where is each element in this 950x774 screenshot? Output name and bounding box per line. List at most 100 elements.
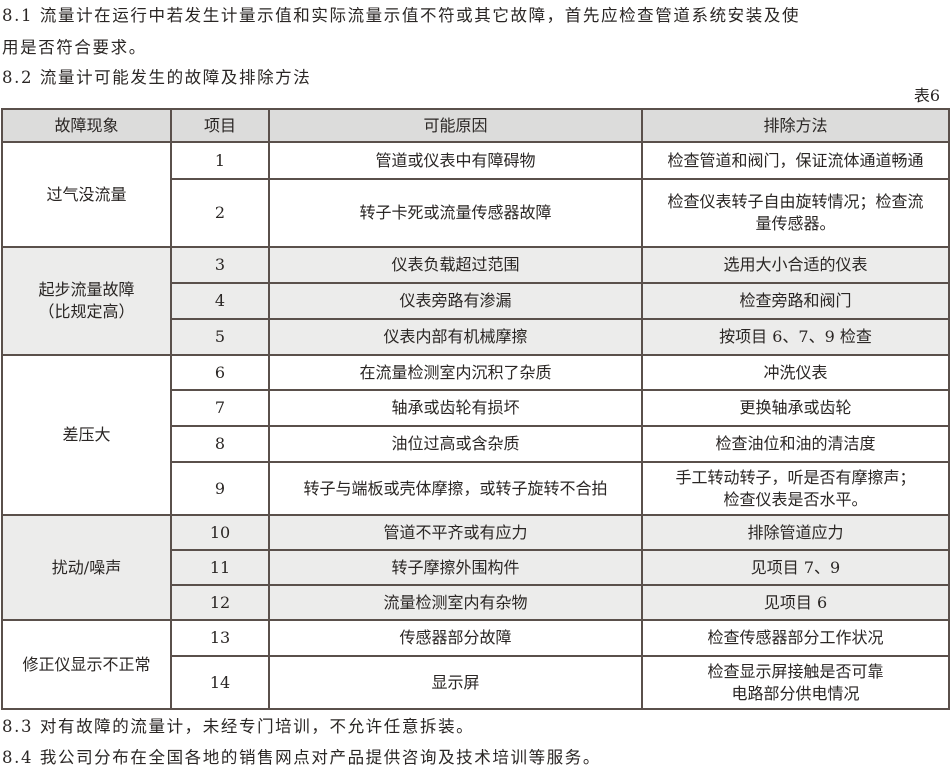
cause-cell-line: 显示屏 — [431, 672, 480, 692]
fix-cell-line: 冲洗仪表 — [763, 362, 828, 382]
table-row: 8 油位过高或含杂质 检查油位和油的清洁度 — [2, 425, 950, 463]
cause-cell-line: 转子摩擦外围构件 — [391, 557, 520, 577]
table-row: 2 转子卡死或流量传感器故障 检查仪表转子自由旋转情况；检查流 量传感器。 — [2, 178, 950, 248]
cause-cell-line: 管道或仪表中有障碍物 — [375, 150, 536, 170]
item-cell: 1 — [170, 141, 270, 180]
header-symptom: 故障现象 — [1, 108, 172, 143]
cause-cell-line: 转子与端板或壳体摩擦，或转子旋转不合拍 — [303, 478, 608, 498]
cause-cell: 管道或仪表中有障碍物 — [268, 141, 643, 180]
symptom-cell-line: 过气没流量 — [46, 184, 127, 204]
table-row: 7 轴承或齿轮有损坏 更换轴承或齿轮 — [2, 389, 950, 427]
cause-cell-line: 仪表内部有机械摩擦 — [383, 327, 528, 346]
fix-cell-line: 检查旁路和阀门 — [739, 291, 852, 310]
fix-cell-line: 见项目 6 — [763, 592, 828, 612]
fix-cell: 检查显示屏接触是否可靠 电路部分供电情况 — [641, 655, 950, 710]
header-item: 项目 — [170, 108, 270, 143]
fix-cell-line: 检查油位和油的清洁度 — [715, 434, 876, 453]
symptom-cell: 扰动/噪声 — [1, 514, 172, 621]
fix-cell: 见项目 6 — [641, 584, 950, 621]
table-row: 过气没流量 1 管道或仪表中有障碍物 检查管道和阀门，保证流体通道畅通 — [1, 141, 950, 248]
fix-cell: 排除管道应力 — [641, 514, 950, 551]
table-row: 差压大 6 在流量检测室内沉积了杂质 冲洗仪表 — [1, 354, 950, 516]
cause-cell: 仪表负载超过范围 — [268, 246, 643, 284]
fix-cell-line: 检查显示屏接触是否可靠 — [707, 661, 884, 681]
item-cell: 5 — [170, 318, 270, 356]
cause-cell-line: 在流量检测室内沉积了杂质 — [359, 362, 552, 382]
table-row: 11 转子摩擦外围构件 见项目 7、9 — [2, 549, 950, 586]
fix-cell-line: 检查传感器部分工作状况 — [707, 628, 884, 647]
symptom-cell: 过气没流量 — [1, 141, 172, 248]
paragraph-8-2: 8.2 流量计可能发生的故障及排除方法 — [2, 68, 312, 87]
symptom-cell: 差压大 — [1, 354, 172, 516]
paragraph-8-1-line2: 用是否符合要求。 — [2, 38, 147, 57]
cause-cell: 轴承或齿轮有损坏 — [268, 389, 643, 427]
symptom-cell-line: 扰动/噪声 — [51, 557, 122, 577]
fix-cell-line: 更换轴承或齿轮 — [739, 398, 852, 417]
fix-cell: 检查旁路和阀门 — [641, 282, 950, 320]
cause-cell: 在流量检测室内沉积了杂质 — [268, 354, 643, 391]
item-cell: 7 — [170, 389, 270, 427]
cause-cell: 传感器部分故障 — [268, 619, 643, 657]
item-cell: 9 — [170, 461, 270, 516]
cause-cell: 转子卡死或流量传感器故障 — [268, 178, 643, 248]
item-cell: 6 — [170, 354, 270, 391]
symptom-cell: 起步流量故障 （比规定高） — [1, 246, 172, 356]
fault-table: 故障现象 项目 可能原因 排除方法 过气没流量 1 管道或仪表中有障碍物 检查管道和阀… — [1, 108, 950, 710]
table-row: 4 仪表旁路有渗漏 检查旁路和阀门 — [2, 282, 950, 320]
symptom-cell: 修正仪显示不正常 — [1, 619, 172, 710]
cause-cell-line: 轴承或齿轮有损坏 — [391, 398, 520, 417]
header-cause: 可能原因 — [268, 108, 643, 143]
table-label: 表6 — [913, 86, 940, 105]
item-cell: 11 — [170, 549, 270, 586]
item-cell: 10 — [170, 514, 270, 551]
fix-cell-line: 电路部分供电情况 — [731, 683, 860, 703]
item-cell: 14 — [170, 655, 270, 710]
item-cell: 12 — [170, 584, 270, 621]
table-row: 14 显示屏 检查显示屏接触是否可靠 电路部分供电情况 — [2, 655, 950, 710]
symptom-cell-line: 差压大 — [62, 425, 111, 444]
fix-cell-line: 排除管道应力 — [747, 522, 844, 542]
fix-cell: 手工转动转子，听是否有摩擦声； 检查仪表是否水平。 — [641, 461, 950, 516]
fix-cell: 检查管道和阀门，保证流体通道畅通 — [641, 141, 950, 180]
table-row: 12 流量检测室内有杂物 见项目 6 — [2, 584, 950, 621]
table-row: 5 仪表内部有机械摩擦 按项目 6、7、9 检查 — [2, 318, 950, 356]
cause-cell: 仪表旁路有渗漏 — [268, 282, 643, 320]
fix-cell: 检查油位和油的清洁度 — [641, 425, 950, 463]
fix-cell-line: 按项目 6、7、9 检查 — [719, 327, 872, 346]
symptom-cell-line: （比规定高） — [38, 302, 135, 321]
cause-cell-line: 仪表旁路有渗漏 — [399, 291, 512, 310]
item-cell: 8 — [170, 425, 270, 463]
fix-cell-line: 手工转动转子，听是否有摩擦声； — [675, 467, 916, 487]
item-cell: 3 — [170, 246, 270, 284]
fix-cell-line: 检查仪表是否水平。 — [723, 489, 868, 509]
fix-cell-line: 检查管道和阀门，保证流体通道畅通 — [667, 150, 924, 170]
fix-cell: 检查传感器部分工作状况 — [641, 619, 950, 657]
fix-cell: 按项目 6、7、9 检查 — [641, 318, 950, 356]
cause-cell: 仪表内部有机械摩擦 — [268, 318, 643, 356]
fix-cell-line: 选用大小合适的仪表 — [723, 255, 868, 274]
cause-cell-line: 油位过高或含杂质 — [391, 434, 520, 453]
fix-cell: 选用大小合适的仪表 — [641, 246, 950, 284]
cause-cell-line: 仪表负载超过范围 — [391, 255, 520, 274]
cause-cell: 转子摩擦外围构件 — [268, 549, 643, 586]
cause-cell: 显示屏 — [268, 655, 643, 710]
cause-cell: 油位过高或含杂质 — [268, 425, 643, 463]
cause-cell-line: 转子卡死或流量传感器故障 — [359, 203, 552, 222]
paragraph-8-1-line1: 8.1 流量计在运行中若发生计量示值和实际流量示值不符或其它故障，首先应检查管道… — [2, 6, 801, 25]
table-header-row: 故障现象 项目 可能原因 排除方法 — [1, 108, 950, 143]
cause-cell-line: 流量检测室内有杂物 — [383, 592, 528, 612]
fix-cell-line: 量传感器。 — [755, 214, 836, 233]
fix-cell-line: 见项目 7、9 — [750, 557, 841, 577]
table-row: 修正仪显示不正常 13 传感器部分故障 检查传感器部分工作状况 — [1, 619, 950, 710]
paragraph-8-4: 8.4 我公司分布在全国各地的销售网点对产品提供咨询及技术培训等服务。 — [2, 748, 601, 767]
header-fix: 排除方法 — [641, 108, 950, 143]
fix-cell: 更换轴承或齿轮 — [641, 389, 950, 427]
cause-cell-line: 传感器部分故障 — [399, 628, 512, 647]
paragraph-8-3: 8.3 对有故障的流量计，未经专门培训，不允许任意拆装。 — [2, 717, 475, 736]
table-row: 扰动/噪声 10 管道不平齐或有应力 排除管道应力 — [1, 514, 950, 621]
symptom-cell-line: 修正仪显示不正常 — [22, 654, 151, 674]
fix-cell: 见项目 7、9 — [641, 549, 950, 586]
fix-cell-line: 检查仪表转子自由旋转情况；检查流 — [667, 192, 924, 211]
table-row: 9 转子与端板或壳体摩擦，或转子旋转不合拍 手工转动转子，听是否有摩擦声； 检查仪表是… — [2, 461, 950, 516]
table-row: 起步流量故障 （比规定高） 3 仪表负载超过范围 选用大小合适的仪表 — [1, 246, 950, 356]
